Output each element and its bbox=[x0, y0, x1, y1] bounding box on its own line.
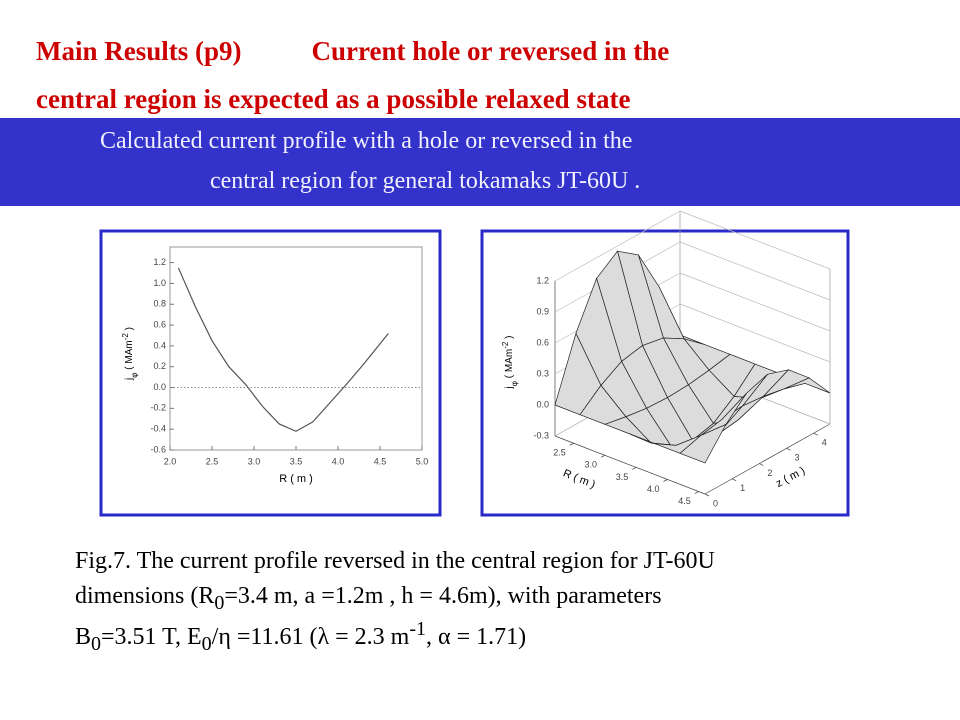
x-tick-label: 4.0 bbox=[647, 484, 660, 494]
z-tick-label: 1 bbox=[740, 483, 745, 493]
y-tick-label: -0.4 bbox=[150, 424, 166, 434]
z-tick-label: 0 bbox=[713, 498, 718, 508]
caption-part: /η =11.61 (λ = 2.3 m bbox=[211, 624, 410, 650]
plot-area bbox=[169, 246, 423, 451]
tick-mark bbox=[786, 448, 791, 451]
z-tick-label: 4 bbox=[822, 438, 827, 448]
y-tick-label: 0.8 bbox=[153, 299, 166, 309]
title-line: Main Results (p9) Current hole or reverse… bbox=[36, 36, 669, 67]
y-tick-label: 0.4 bbox=[153, 340, 166, 350]
y-tick-label: 0.9 bbox=[536, 306, 549, 316]
banner-line: central region for general tokamaks JT-6… bbox=[210, 168, 641, 194]
label-part: φ bbox=[130, 373, 139, 378]
tick-mark bbox=[569, 442, 574, 446]
banner: Calculated current profile with a hole o… bbox=[0, 118, 960, 206]
y-tick-label: 0.0 bbox=[153, 382, 166, 392]
label-part: ) bbox=[504, 336, 515, 342]
tick-mark bbox=[704, 493, 710, 497]
tick-mark bbox=[732, 478, 737, 482]
caption-part: =3.51 T, E bbox=[101, 624, 202, 650]
z-tick-label: 2 bbox=[767, 468, 772, 478]
label-part: j bbox=[124, 378, 135, 381]
y-tick-label: 0.2 bbox=[153, 361, 166, 371]
caption-part: =3.4 m, a =1.2m , h = 4.6m), with parame… bbox=[224, 583, 662, 609]
y-tick-label: 0.6 bbox=[153, 319, 166, 329]
axis-line bbox=[704, 423, 831, 495]
y-tick-label: -0.2 bbox=[150, 403, 166, 413]
tick-mark bbox=[694, 491, 699, 494]
x-tick-label: 5.0 bbox=[416, 456, 429, 466]
caption-part: , α = 1.71) bbox=[426, 624, 527, 650]
x-tick-label: 3.0 bbox=[248, 456, 261, 466]
grid-line bbox=[679, 210, 831, 270]
tick-mark bbox=[632, 467, 637, 470]
caption-part: 0 bbox=[91, 632, 102, 655]
tick-mark bbox=[600, 455, 606, 458]
x-tick-label: 4.0 bbox=[332, 456, 345, 466]
data-line bbox=[177, 267, 389, 432]
grid-line bbox=[679, 303, 831, 363]
y-tick-label: -0.6 bbox=[150, 444, 166, 454]
grid-line bbox=[679, 241, 831, 301]
axis-line bbox=[554, 435, 706, 495]
axis-label: jφ ( MAm-2 ) bbox=[121, 327, 139, 381]
x-tick-label: 4.5 bbox=[374, 456, 387, 466]
z-tick-label: 3 bbox=[795, 453, 800, 463]
y-tick-label: 0.0 bbox=[536, 399, 549, 409]
label-part: -2 bbox=[501, 341, 510, 349]
x-tick-label: 2.5 bbox=[206, 456, 219, 466]
y-tick-label: 1.2 bbox=[153, 257, 166, 267]
caption-part: Fig.7. The current profile reversed in t… bbox=[75, 548, 715, 574]
caption-line: Fig.7. The current profile reversed in t… bbox=[75, 548, 715, 575]
z-axis-title: z ( m ) bbox=[774, 465, 807, 490]
x-tick-label: 3.0 bbox=[584, 460, 597, 470]
title-rest: Current hole or reversed in the bbox=[311, 36, 670, 66]
x-tick-label: 2.5 bbox=[553, 448, 566, 458]
title-lead: Main Results (p9) bbox=[36, 36, 242, 66]
caption-part: 0 bbox=[214, 591, 225, 614]
caption-part: 0 bbox=[201, 632, 212, 655]
tick-mark bbox=[663, 479, 668, 482]
caption-part: -1 bbox=[409, 618, 427, 640]
x-tick-label: 3.5 bbox=[616, 472, 629, 482]
x-tick-label: 3.5 bbox=[290, 456, 303, 466]
label-part: φ bbox=[510, 381, 519, 386]
y-tick-label: -0.3 bbox=[533, 430, 549, 440]
y-tick-label: 1.0 bbox=[153, 278, 166, 288]
grid-line bbox=[554, 210, 681, 282]
caption-part: B bbox=[75, 624, 92, 650]
y-tick-label: 0.6 bbox=[536, 337, 549, 347]
x-axis-title: R ( m ) bbox=[561, 467, 597, 491]
caption-part: dimensions (R bbox=[75, 583, 215, 609]
label-part: ( MAm bbox=[124, 340, 135, 372]
caption-line: B0=3.51 T, E0/η =11.61 (λ = 2.3 m-1, α =… bbox=[75, 618, 526, 656]
banner-line: Calculated current profile with a hole o… bbox=[100, 128, 633, 154]
label-part: j bbox=[504, 386, 515, 389]
chart-frame bbox=[99, 229, 442, 517]
grid-line bbox=[679, 272, 831, 332]
x-tick-label: 2.0 bbox=[164, 456, 177, 466]
surface-cell bbox=[679, 423, 727, 464]
label-part: -2 bbox=[121, 333, 130, 341]
y-tick-label: 0.3 bbox=[536, 368, 549, 378]
axis-label: jφ ( MAm-2 ) bbox=[501, 336, 519, 390]
caption-line: dimensions (R0=3.4 m, a =1.2m , h = 4.6m… bbox=[75, 583, 662, 615]
tick-mark bbox=[759, 463, 764, 466]
chart-frame bbox=[480, 229, 850, 517]
title-line2: central region is expected as a possible… bbox=[36, 84, 631, 114]
y-tick-label: 1.2 bbox=[536, 275, 549, 285]
tick-mark bbox=[813, 432, 818, 436]
x-axis-title: R ( m ) bbox=[279, 473, 313, 485]
x-tick-label: 4.5 bbox=[678, 496, 691, 506]
label-part: ( MAm bbox=[504, 349, 515, 381]
label-part: ) bbox=[124, 327, 135, 333]
